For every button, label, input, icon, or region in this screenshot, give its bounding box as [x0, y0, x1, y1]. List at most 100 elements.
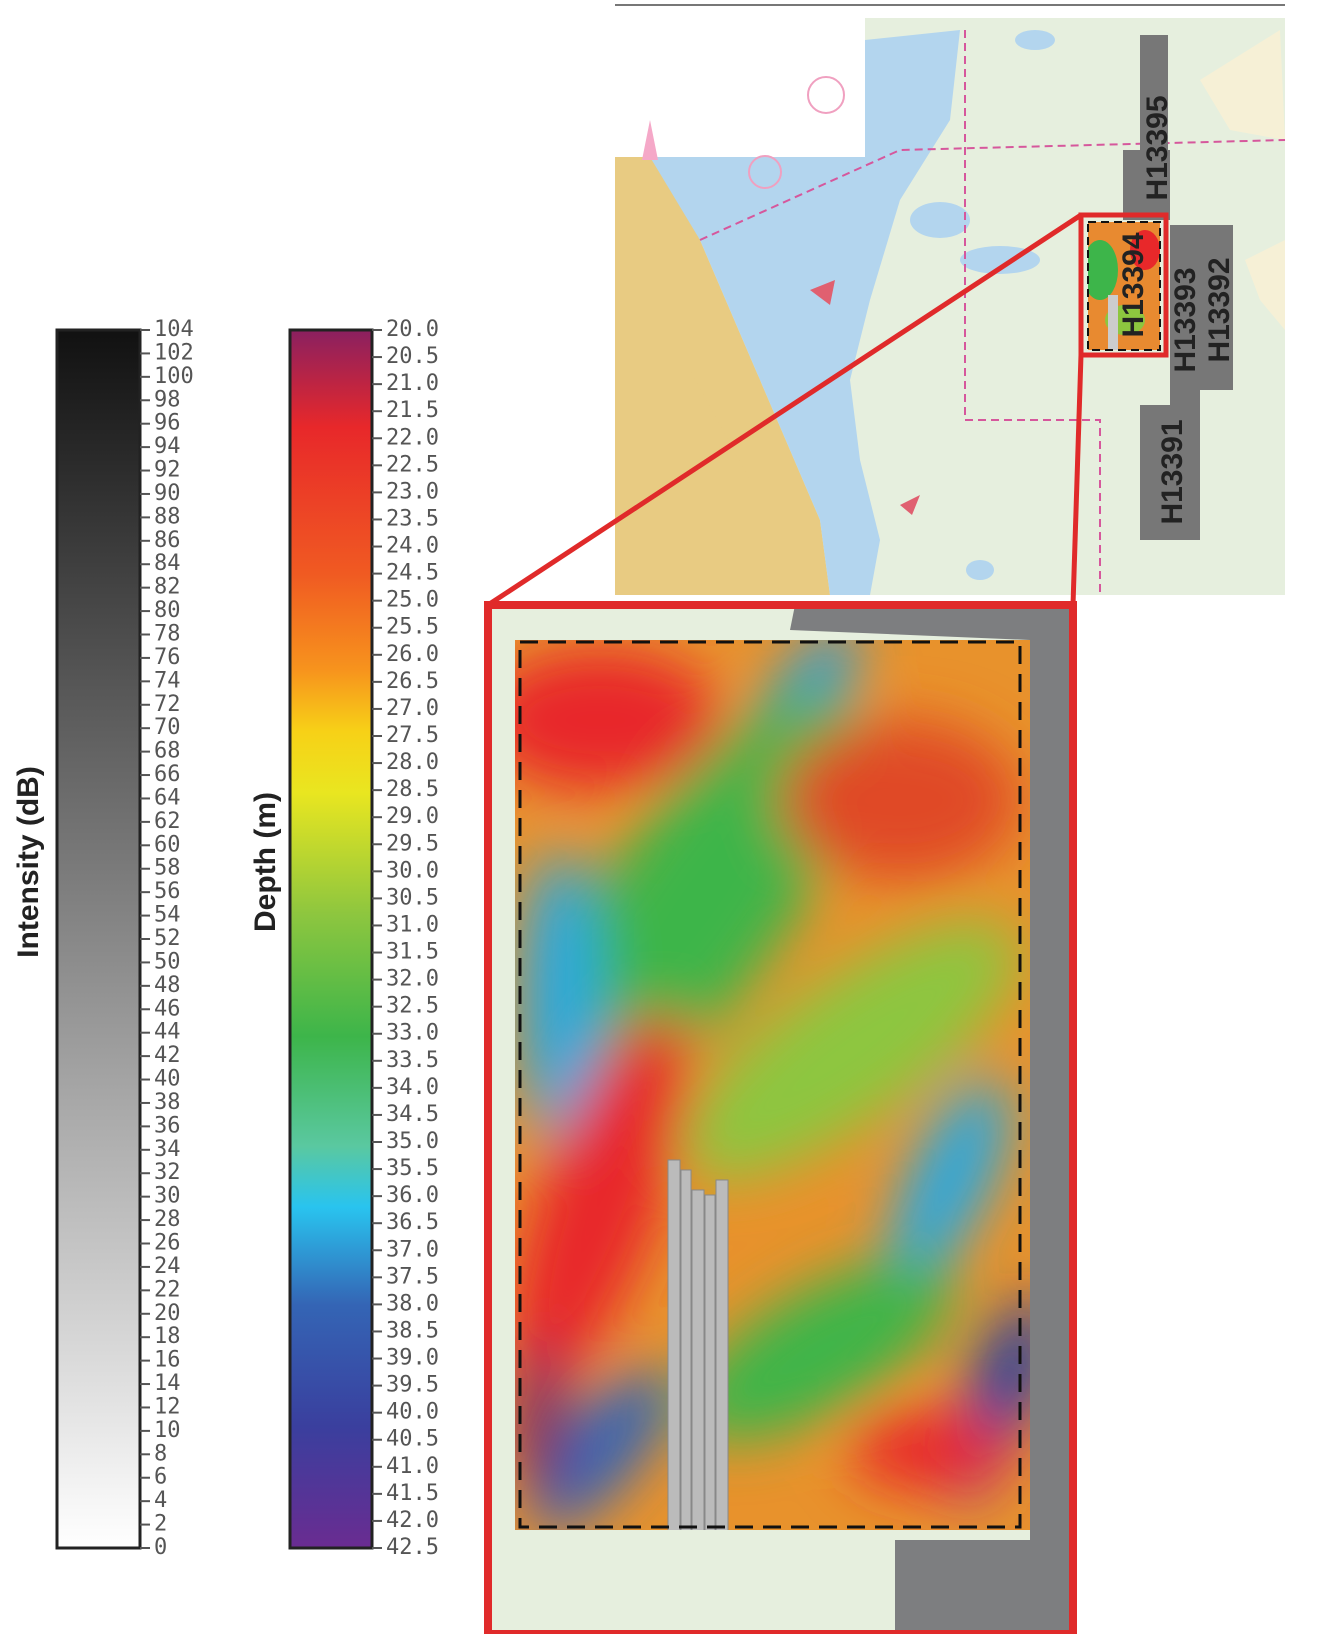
intensity-colorbar: [57, 330, 140, 1548]
tick-label: 37.5: [386, 1264, 439, 1289]
tick-label: 18: [154, 1324, 181, 1349]
tick-label: 20.5: [386, 344, 439, 369]
tick-label: 64: [154, 785, 181, 810]
tick-label: 23.5: [386, 506, 439, 531]
tick-label: 24: [154, 1254, 181, 1279]
tick-label: 52: [154, 926, 181, 951]
tick-label: 48: [154, 973, 181, 998]
tick-label: 27.5: [386, 723, 439, 748]
tick-label: 35.5: [386, 1156, 439, 1181]
tick-label: 26.5: [386, 669, 439, 694]
survey-label: H13395: [1141, 95, 1174, 200]
tick-label: 28: [154, 1207, 181, 1232]
tick-label: 41.5: [386, 1481, 439, 1506]
depth-title: Depth (m): [249, 792, 282, 932]
tick-label: 96: [154, 411, 181, 436]
tick-label: 6: [154, 1465, 167, 1490]
tick-label: 0: [154, 1535, 167, 1560]
tick-label: 14: [154, 1371, 181, 1396]
tick-label: 40.5: [386, 1427, 439, 1452]
survey-label: H13392: [1203, 257, 1236, 362]
tick-label: 38.0: [386, 1291, 439, 1316]
tick-label: 56: [154, 879, 181, 904]
tick-label: 92: [154, 458, 181, 483]
tick-label: 34: [154, 1137, 181, 1162]
figure: Intensity (dB) Depth (m) 024681012141618…: [0, 0, 1339, 1634]
tick-label: 4: [154, 1488, 167, 1513]
tick-label: 22.5: [386, 452, 439, 477]
tick-label: 21.5: [386, 398, 439, 423]
tick-label: 34.0: [386, 1075, 439, 1100]
tick-label: 22: [154, 1277, 181, 1302]
bathymetry-inset: [475, 604, 1073, 1634]
tick-label: 28.5: [386, 777, 439, 802]
tick-label: 35.0: [386, 1129, 439, 1154]
tick-label: 26: [154, 1231, 181, 1256]
survey-label: H13393: [1169, 267, 1202, 372]
tick-label: 30.5: [386, 885, 439, 910]
tick-label: 32: [154, 1160, 181, 1185]
tick-label: 23.0: [386, 479, 439, 504]
tick-label: 20.0: [386, 317, 439, 342]
tick-label: 8: [154, 1441, 167, 1466]
tick-label: 36.5: [386, 1210, 439, 1235]
tick-label: 70: [154, 715, 181, 740]
tick-label: 36: [154, 1113, 181, 1138]
tick-label: 66: [154, 762, 181, 787]
tick-label: 42.5: [386, 1535, 439, 1560]
tick-label: 29.5: [386, 831, 439, 856]
tick-label: 25.0: [386, 588, 439, 613]
tick-label: 82: [154, 575, 181, 600]
tick-label: 76: [154, 645, 181, 670]
tick-label: 68: [154, 739, 181, 764]
tick-label: 32.5: [386, 994, 439, 1019]
tick-label: 21.0: [386, 371, 439, 396]
tick-label: 40: [154, 1067, 181, 1092]
tick-label: 54: [154, 903, 181, 928]
tick-label: 27.0: [386, 696, 439, 721]
tick-label: 58: [154, 856, 181, 881]
depth-colorbar: [290, 330, 372, 1548]
tick-label: 2: [154, 1512, 167, 1537]
tick-label: 104: [154, 317, 194, 342]
tick-label: 86: [154, 528, 181, 553]
tick-label: 39.0: [386, 1346, 439, 1371]
tick-label: 12: [154, 1394, 181, 1419]
tick-label: 88: [154, 504, 181, 529]
tick-label: 62: [154, 809, 181, 834]
tick-label: 31.0: [386, 912, 439, 937]
tick-label: 38: [154, 1090, 181, 1115]
tick-label: 24.0: [386, 534, 439, 559]
tick-label: 40.0: [386, 1400, 439, 1425]
tick-label: 102: [154, 340, 194, 365]
survey-label: H13394: [1117, 232, 1150, 337]
tick-label: 30.0: [386, 858, 439, 883]
tick-label: 98: [154, 387, 181, 412]
tick-label: 42.0: [386, 1508, 439, 1533]
intensity-title: Intensity (dB): [12, 766, 45, 958]
tick-label: 31.5: [386, 940, 439, 965]
tick-label: 50: [154, 949, 181, 974]
tick-label: 24.5: [386, 561, 439, 586]
tick-label: 26.0: [386, 642, 439, 667]
tick-label: 36.0: [386, 1183, 439, 1208]
tick-label: 38.5: [386, 1318, 439, 1343]
tick-label: 29.0: [386, 804, 439, 829]
tick-label: 84: [154, 551, 181, 576]
tick-label: 20: [154, 1301, 181, 1326]
tick-label: 44: [154, 1020, 181, 1045]
tick-label: 72: [154, 692, 181, 717]
tick-label: 25.5: [386, 615, 439, 640]
tick-label: 78: [154, 622, 181, 647]
tick-label: 90: [154, 481, 181, 506]
tick-label: 10: [154, 1418, 181, 1443]
tick-label: 28.0: [386, 750, 439, 775]
tick-label: 80: [154, 598, 181, 623]
tick-label: 60: [154, 832, 181, 857]
survey-label: H13391: [1156, 419, 1189, 524]
tick-label: 34.5: [386, 1102, 439, 1127]
tick-label: 100: [154, 364, 194, 389]
tick-label: 74: [154, 668, 181, 693]
tick-label: 94: [154, 434, 181, 459]
tick-label: 33.0: [386, 1021, 439, 1046]
